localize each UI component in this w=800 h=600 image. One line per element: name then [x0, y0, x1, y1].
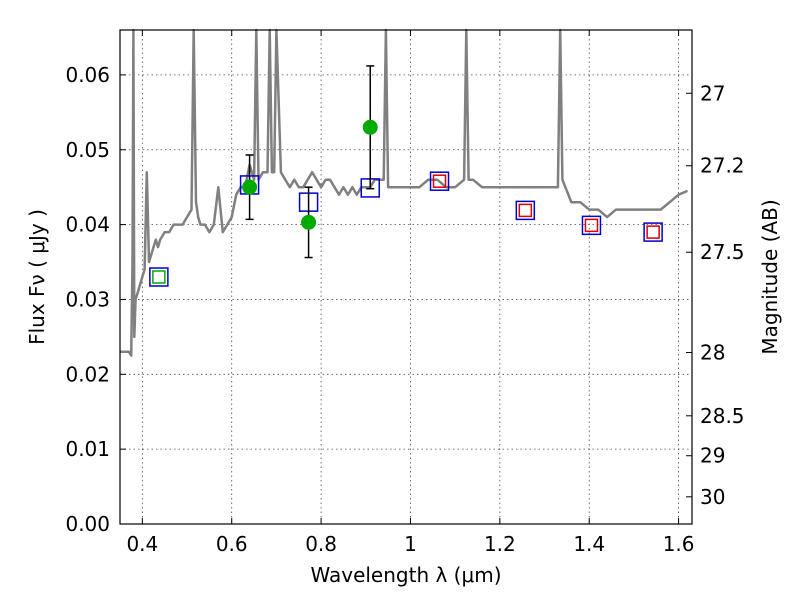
y-tick-label: 0.05: [65, 138, 110, 162]
y2-tick-label: 28: [700, 341, 725, 365]
spectrum-series: [120, 28, 688, 357]
y2-tick-label: 28.5: [700, 404, 745, 428]
filter-flux-inner-box: [584, 218, 599, 233]
observed-photometry-series: [242, 65, 378, 259]
observed-flux-marker: [242, 179, 258, 195]
observed-point: [242, 154, 258, 221]
x-tick-label: 0.8: [305, 532, 337, 556]
y-tick-label: 0.01: [65, 437, 110, 461]
x-tick-label: 1: [404, 532, 417, 556]
observed-flux-marker: [362, 119, 378, 135]
x-axis-ticks: 0.4 0.6 0.8 1 1.2 1.4 1.6: [126, 30, 695, 556]
observed-point: [301, 186, 317, 259]
model-flux-box: [515, 200, 536, 221]
model-flux-outer-box: [515, 200, 536, 221]
x-tick-label: 1.6: [663, 532, 695, 556]
model-photometry-series: [149, 171, 663, 287]
y2-tick-label: 27.2: [700, 154, 745, 178]
x-tick-label: 0.6: [216, 532, 248, 556]
plot-frame: [119, 29, 693, 525]
x-tick-label: 1.4: [573, 532, 605, 556]
y2-tick-label: 29: [700, 444, 725, 468]
filter-flux-inner-box: [518, 203, 533, 218]
model-flux-box: [429, 171, 450, 191]
y-axis-ticks: 0.00 0.01 0.02 0.03 0.04 0.05 0.06: [65, 63, 126, 536]
y-tick-label: 0.02: [65, 362, 110, 386]
model-flux-outer-box: [643, 222, 663, 242]
filter-flux-inner-box: [432, 174, 447, 188]
y-tick-label: 0.06: [65, 63, 110, 87]
y-tick-label: 0.04: [65, 213, 110, 237]
model-flux-outer-box: [581, 215, 602, 236]
y-axis-label: Flux Fν ( μJy ): [25, 209, 49, 345]
model-flux-box: [643, 222, 663, 242]
y2-axis-ticks: 27 27.2 27.5 28 28.5 29 30: [686, 81, 745, 509]
x-tick-label: 0.4: [126, 532, 158, 556]
y2-tick-label: 27.5: [700, 240, 745, 264]
model-flux-box: [581, 215, 602, 236]
model-flux-box: [149, 267, 169, 287]
grid-lines: [120, 30, 692, 525]
filter-flux-inner-box: [152, 270, 166, 284]
y2-axis-label: Magnitude (AB): [758, 199, 782, 354]
model-flux-outer-box: [429, 171, 450, 191]
x-axis-label: Wavelength λ (μm): [310, 563, 501, 587]
observed-point: [362, 65, 378, 190]
spectrum-line: [120, 28, 688, 357]
y2-tick-label: 27: [700, 81, 725, 105]
y2-tick-label: 30: [700, 485, 725, 509]
x-tick-label: 1.2: [484, 532, 516, 556]
y-tick-label: 0.00: [65, 512, 110, 536]
model-flux-outer-box: [149, 267, 169, 287]
filter-flux-inner-box: [646, 225, 660, 239]
y-tick-label: 0.03: [65, 287, 110, 311]
observed-flux-marker: [301, 214, 317, 230]
